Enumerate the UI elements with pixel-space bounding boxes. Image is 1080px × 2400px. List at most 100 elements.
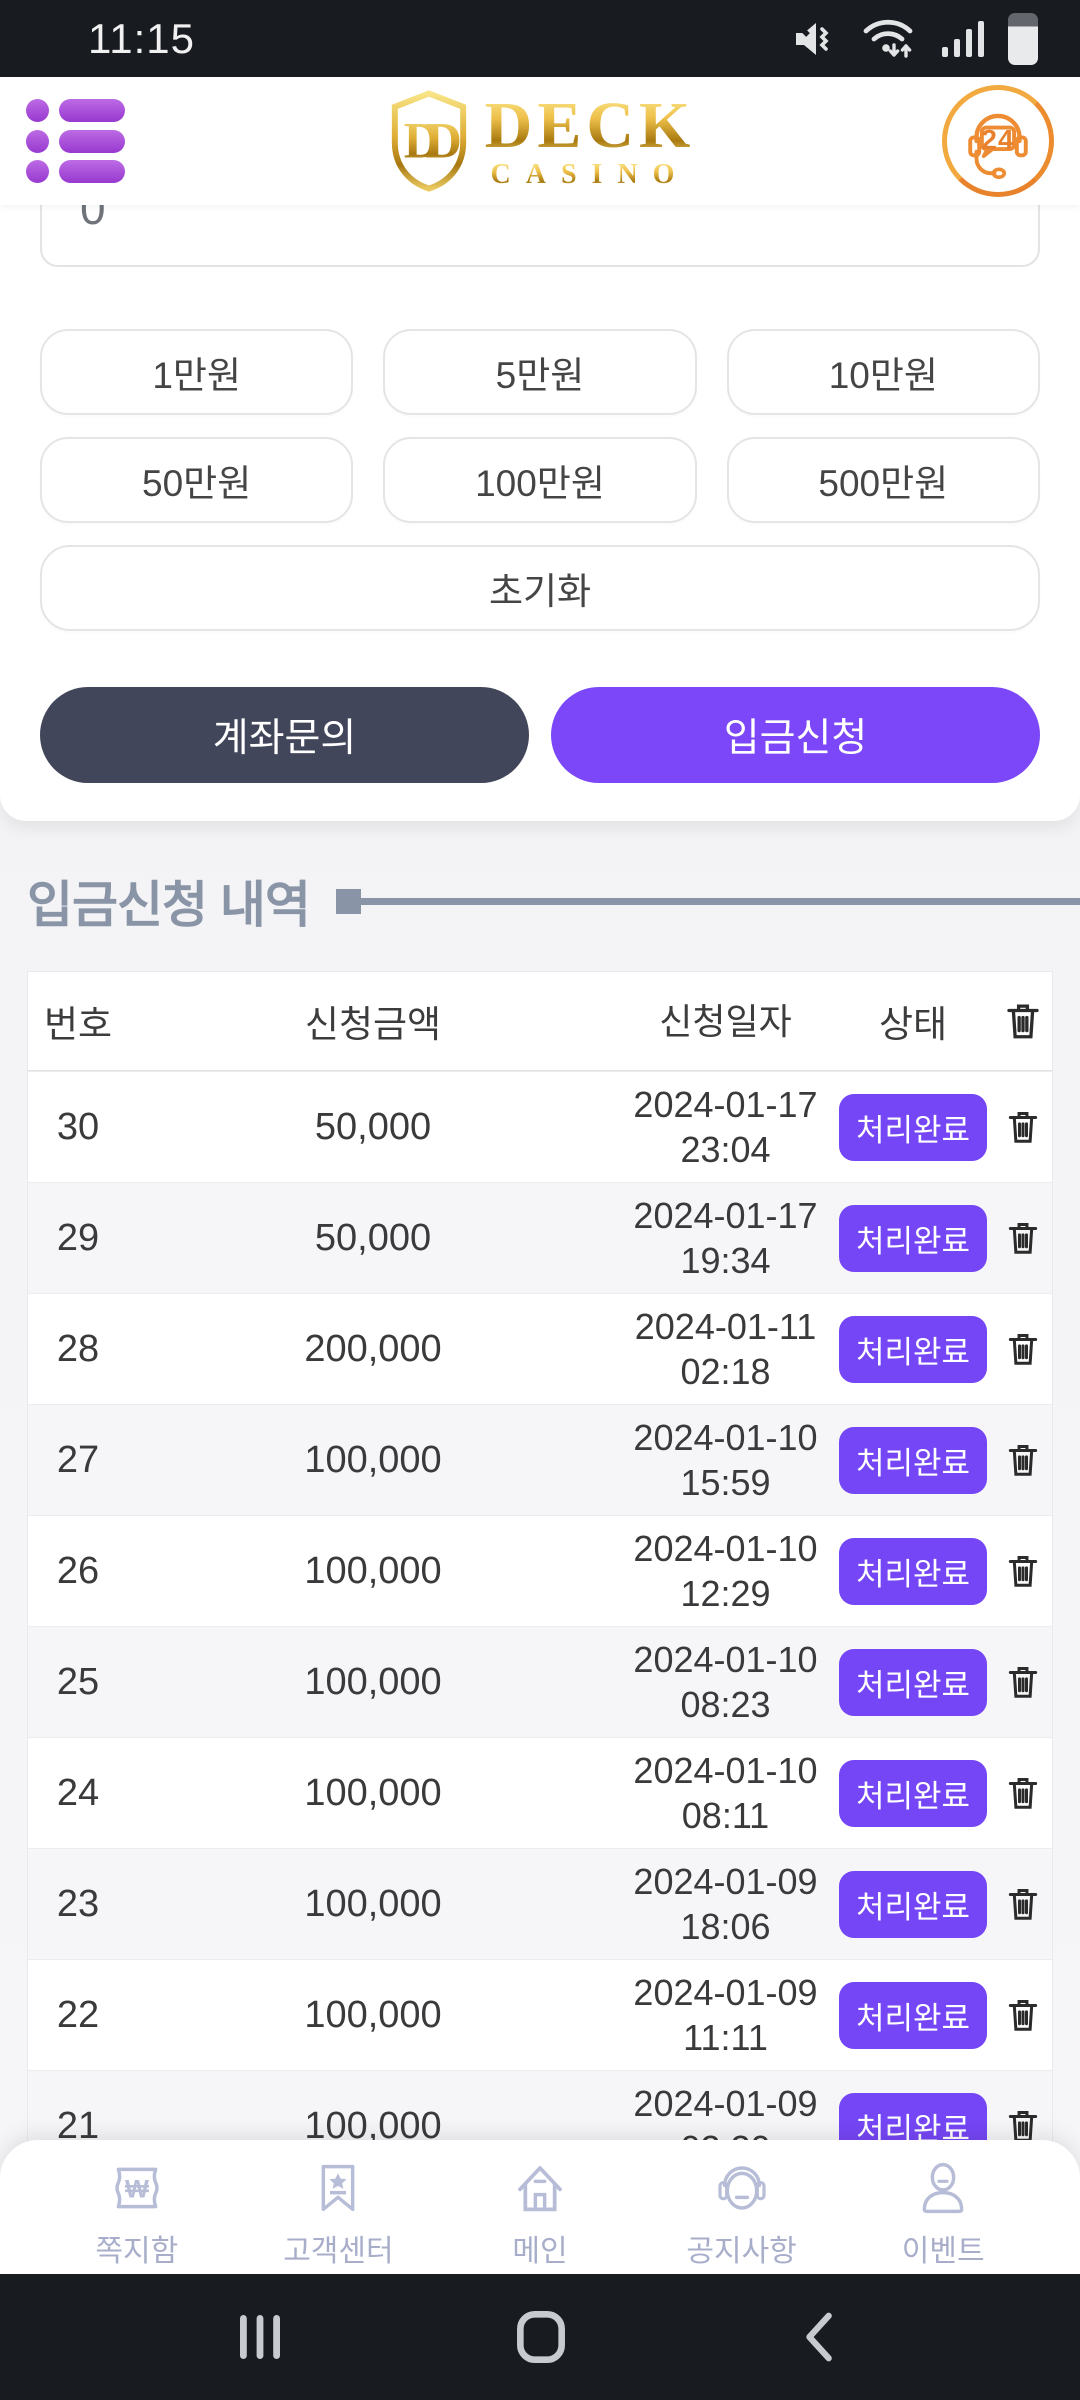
nav-item-customer-center[interactable]: 고객센터	[238, 2156, 440, 2270]
nav-label: 이벤트	[901, 2235, 985, 2268]
reset-button[interactable]: 초기화	[40, 545, 1040, 631]
trash-icon[interactable]	[1004, 1218, 1042, 1258]
nav-item-notices[interactable]: 공지사항	[641, 2156, 843, 2270]
column-header-amount: 신청금액	[304, 1004, 442, 1045]
row-number: 28	[56, 1327, 100, 1370]
mute-icon	[788, 13, 840, 65]
nav-label: 공지사항	[686, 2235, 797, 2268]
row-time-line: 02:18	[680, 1351, 771, 1392]
trash-icon[interactable]	[1004, 1995, 1042, 2035]
battery-icon	[1008, 12, 1038, 65]
account-inquiry-button[interactable]: 계좌문의	[40, 687, 529, 783]
row-date: 2024-01-10 08:23	[618, 1637, 833, 1727]
quick-amount-button-5m[interactable]: 500만원	[726, 437, 1040, 523]
home-button[interactable]	[510, 2306, 572, 2368]
row-status-cell: 처리완료	[833, 1870, 993, 1938]
row-number: 22	[56, 1993, 100, 2036]
app-header: DD DECK CASINO 24	[0, 77, 1080, 205]
quick-amount-button-500k[interactable]: 50만원	[40, 437, 354, 523]
title-line-decor	[360, 897, 1080, 905]
status-icons	[788, 12, 1038, 65]
row-amount: 100,000	[304, 1993, 442, 2036]
trash-icon[interactable]	[1004, 1440, 1042, 1480]
status-badge: 처리완료	[838, 1537, 988, 1605]
column-header-date: 신청일자	[659, 1000, 792, 1042]
support-24-label: 24	[981, 124, 1015, 155]
history-section-header: 입금신청 내역	[0, 865, 1080, 937]
table-row: 24 100,000 2024-01-10 08:11 처리완료	[28, 1737, 1052, 1848]
delete-all-trash-icon[interactable]	[1002, 999, 1044, 1043]
trash-icon[interactable]	[1004, 1107, 1042, 1147]
row-number: 27	[56, 1438, 100, 1481]
row-number: 23	[56, 1882, 100, 1925]
row-date-line: 2024-01-10	[633, 1750, 818, 1791]
title-square-decor	[335, 888, 361, 914]
row-date-line: 2024-01-09	[633, 2083, 818, 2124]
row-amount: 50,000	[314, 1216, 432, 1259]
menu-row	[26, 160, 136, 183]
row-date: 2024-01-09 18:06	[618, 1859, 833, 1949]
page-content: 0 1만원 5만원 10만원 50만원 100만원 500만원 초기화 계좌문의…	[0, 149, 1080, 2400]
row-date-line: 2024-01-10	[633, 1417, 818, 1458]
support-24h-button[interactable]: 24	[942, 85, 1054, 197]
row-number: 21	[56, 2104, 100, 2147]
table-row: 28 200,000 2024-01-11 02:18 처리완료	[28, 1293, 1052, 1404]
quick-amount-button-1m[interactable]: 100만원	[383, 437, 697, 523]
bottom-navigation: ₩ 쪽지함 고객센터 메인	[0, 2140, 1080, 2274]
trash-icon[interactable]	[1004, 1329, 1042, 1369]
recents-button[interactable]	[230, 2307, 290, 2367]
home-icon	[518, 2166, 562, 2212]
row-date: 2024-01-09 11:11	[618, 1970, 833, 2060]
column-header-status: 상태	[878, 1004, 948, 1045]
row-amount: 100,000	[304, 1660, 442, 1703]
row-number: 25	[56, 1660, 100, 1703]
signal-icon	[936, 13, 988, 65]
row-amount: 200,000	[304, 1327, 442, 1370]
trash-icon[interactable]	[1004, 1884, 1042, 1924]
quick-amount-button-50k[interactable]: 5만원	[383, 329, 697, 415]
nav-item-events[interactable]: 이벤트	[842, 2156, 1044, 2270]
trash-icon[interactable]	[1004, 1551, 1042, 1591]
row-number: 30	[56, 1105, 100, 1148]
row-date-line: 2024-01-17	[633, 1084, 818, 1125]
row-delete-cell	[993, 1218, 1052, 1258]
deposit-request-button[interactable]: 입금신청	[551, 687, 1040, 783]
status-badge: 처리완료	[838, 1981, 988, 2049]
logo-text-deck: DECK	[484, 89, 696, 162]
table-header-row: 번호 신청금액 신청일자 상태	[28, 972, 1052, 1071]
nav-item-messages[interactable]: ₩ 쪽지함	[36, 2156, 238, 2270]
table-row: 25 100,000 2024-01-10 08:23 처리완료	[28, 1626, 1052, 1737]
row-delete-cell	[993, 1884, 1052, 1924]
nav-label: 고객센터	[283, 2235, 394, 2268]
row-status-cell: 처리완료	[833, 1537, 993, 1605]
trash-icon[interactable]	[1004, 1662, 1042, 1702]
menu-icon[interactable]	[26, 95, 136, 187]
section-title: 입금신청 내역	[27, 877, 311, 933]
row-time-line: 08:11	[681, 1795, 770, 1836]
row-delete-cell	[993, 1107, 1052, 1147]
back-button[interactable]	[792, 2308, 850, 2366]
person-icon	[922, 2162, 964, 2214]
quick-amount-button-10k[interactable]: 1만원	[40, 329, 354, 415]
trash-icon[interactable]	[1004, 1773, 1042, 1813]
form-actions: 계좌문의 입금신청	[40, 687, 1040, 783]
row-delete-cell	[993, 1662, 1052, 1702]
row-amount: 50,000	[314, 1105, 432, 1148]
column-header-no: 번호	[43, 1004, 113, 1045]
headset-24-icon	[968, 113, 1028, 179]
row-amount: 100,000	[304, 1771, 442, 1814]
table-row: 23 100,000 2024-01-09 18:06 처리완료	[28, 1848, 1052, 1959]
row-status-cell: 처리완료	[833, 1204, 993, 1272]
row-time-line: 18:06	[680, 1906, 771, 1947]
quick-amount-button-100k[interactable]: 10만원	[726, 329, 1040, 415]
logo-text-casino: CASINO	[490, 159, 690, 190]
status-badge: 처리완료	[838, 1093, 988, 1161]
status-badge: 처리완료	[838, 1648, 988, 1716]
row-time-line: 11:11	[683, 2017, 768, 2058]
status-badge: 처리완료	[838, 1426, 988, 1494]
nav-item-main[interactable]: 메인	[439, 2156, 641, 2270]
nav-label: 메인	[512, 2235, 568, 2268]
row-status-cell: 처리완료	[833, 1093, 993, 1161]
row-number: 26	[56, 1549, 100, 1592]
